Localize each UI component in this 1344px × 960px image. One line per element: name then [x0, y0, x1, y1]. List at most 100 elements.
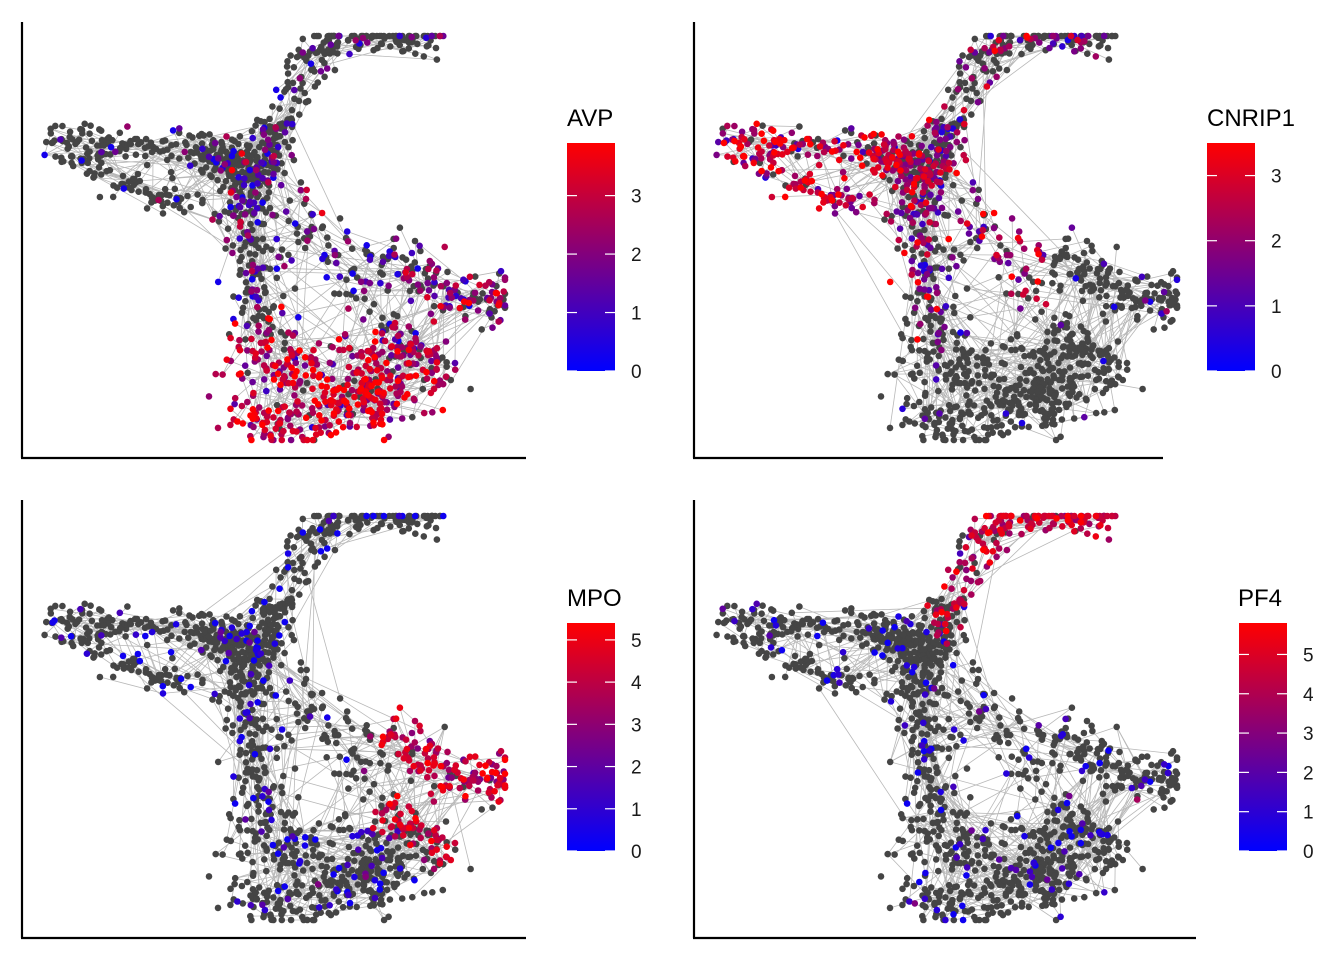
cell-point: [1084, 372, 1092, 380]
cell-point: [291, 373, 299, 380]
cell-point: [962, 64, 970, 71]
cell-point: [425, 287, 433, 294]
cell-point: [310, 32, 318, 40]
cell-point: [287, 436, 295, 444]
cell-point: [47, 130, 55, 137]
cell-point: [370, 419, 377, 426]
cell-point: [796, 123, 803, 130]
cell-point: [1084, 338, 1092, 346]
cell-point: [952, 292, 959, 300]
cell-point: [989, 68, 997, 75]
graph-edge: [346, 293, 375, 358]
cell-point: [211, 139, 219, 147]
cell-point: [43, 138, 50, 146]
cell-point: [908, 257, 916, 265]
cell-point: [309, 44, 316, 52]
cell-point: [1057, 321, 1065, 329]
cell-point: [318, 417, 325, 424]
cell-point: [1077, 323, 1085, 330]
graph-edge: [284, 392, 326, 407]
cell-point: [222, 245, 229, 252]
cell-point: [288, 364, 295, 372]
cell-point: [205, 153, 213, 161]
cell-point: [1012, 346, 1019, 354]
cell-point: [1096, 294, 1103, 301]
cell-point: [426, 257, 434, 265]
cell-point: [301, 54, 308, 61]
cell-point: [950, 303, 957, 311]
graph-edge: [307, 240, 347, 295]
cell-point: [253, 116, 261, 124]
cell-point: [272, 124, 279, 131]
cell-point: [143, 161, 151, 169]
cell-point: [1115, 374, 1123, 381]
cell-point: [1102, 318, 1110, 325]
cell-point: [949, 94, 956, 101]
cell-point: [377, 40, 385, 47]
cell-point: [1084, 360, 1092, 368]
cell-point: [969, 186, 977, 194]
cell-point: [368, 408, 375, 416]
cell-point: [258, 159, 265, 166]
cell-point: [1074, 269, 1081, 276]
cell-point: [303, 379, 311, 387]
cell-point: [920, 239, 927, 247]
cell-point: [1061, 368, 1068, 375]
cell-point: [209, 216, 216, 223]
cell-point: [344, 36, 352, 44]
cell-point: [252, 189, 259, 196]
cell-point: [253, 303, 261, 311]
cell-point: [1173, 276, 1181, 284]
cell-point: [379, 421, 386, 428]
cell-point: [715, 138, 722, 146]
cell-point: [242, 297, 249, 305]
cell-point: [942, 135, 949, 143]
cell-point: [1058, 354, 1065, 362]
cell-point: [336, 290, 343, 298]
cell-point: [95, 164, 103, 171]
cell-point: [446, 304, 454, 312]
cell-point: [913, 211, 921, 218]
cell-point: [1025, 369, 1033, 377]
cell-point: [405, 373, 412, 381]
graph-edge: [337, 254, 355, 270]
cell-point: [287, 52, 294, 59]
cell-point: [933, 118, 940, 126]
cell-point: [244, 398, 251, 406]
cell-point: [1110, 303, 1118, 311]
cell-point: [416, 242, 423, 250]
cell-point: [952, 346, 960, 353]
cell-point: [963, 329, 971, 337]
cell-point: [431, 292, 438, 300]
cell-point: [452, 282, 460, 289]
cell-point: [284, 78, 292, 86]
cell-point: [910, 402, 918, 410]
cell-point: [932, 433, 939, 441]
cell-point: [987, 340, 995, 347]
cell-point: [281, 339, 289, 347]
graph-edge: [273, 375, 289, 418]
cell-point: [938, 265, 946, 273]
cell-point: [1066, 332, 1074, 340]
cell-point: [919, 421, 927, 429]
cell-point: [323, 274, 331, 281]
cell-point: [1068, 224, 1076, 231]
cell-point: [252, 293, 260, 301]
cell-point: [103, 167, 110, 175]
graph-edge: [856, 211, 885, 220]
graph-edge: [230, 408, 264, 438]
cell-point: [248, 276, 256, 283]
cell-point: [169, 127, 177, 134]
graph-edge: [347, 231, 394, 249]
cell-point: [274, 143, 282, 151]
cell-point: [436, 32, 444, 40]
cell-point: [52, 153, 59, 160]
cell-point: [248, 436, 255, 444]
cell-point: [238, 309, 246, 317]
cell-point: [935, 418, 943, 426]
cell-point: [259, 421, 266, 429]
cell-point: [1043, 338, 1051, 345]
cell-point: [86, 167, 93, 175]
cell-point: [265, 407, 273, 415]
graph-edge: [154, 200, 266, 268]
